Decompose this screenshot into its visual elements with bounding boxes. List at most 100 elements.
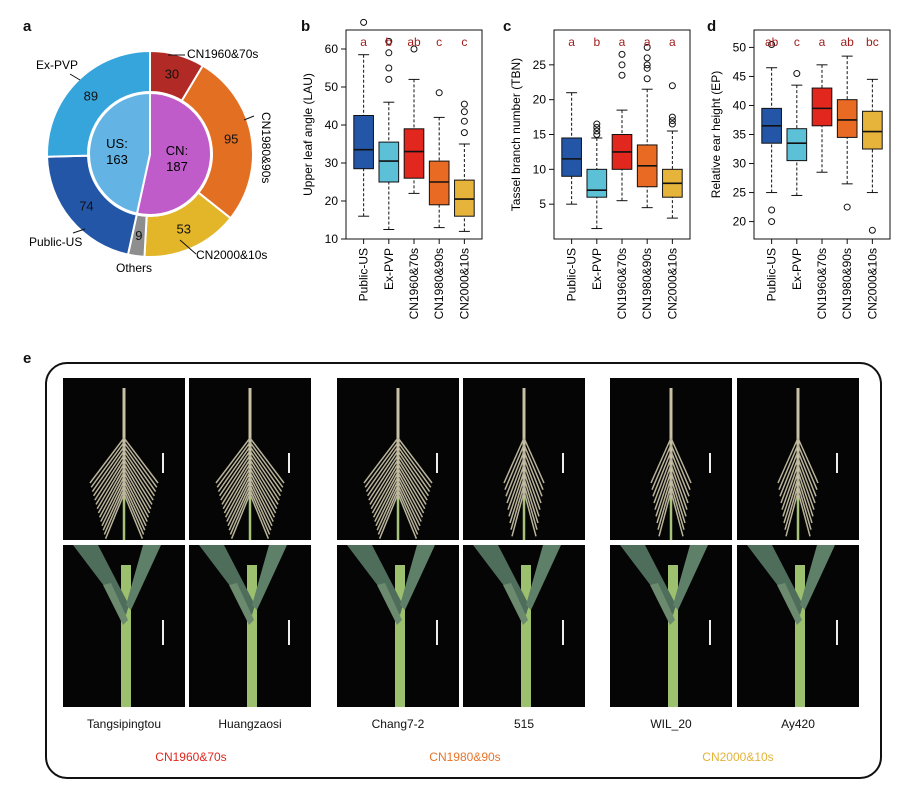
outlier-point <box>643 61 651 69</box>
slice-label: CN1960&70s <box>187 47 258 61</box>
outlier-point <box>593 127 601 135</box>
y-tick-label: 20 <box>325 194 339 208</box>
leader-line <box>243 115 255 121</box>
slice-label: CN1980&90s <box>259 112 273 183</box>
x-tick-label: CN2000&10s <box>665 248 679 319</box>
tassel-photo <box>337 378 459 540</box>
significance-letter: ab <box>765 35 779 49</box>
slice-label: CN2000&10s <box>196 248 267 262</box>
outlier-point <box>360 18 368 26</box>
box <box>811 87 833 127</box>
outlier-point <box>618 50 626 58</box>
outlier-point <box>768 206 776 214</box>
outlier-point <box>643 64 651 72</box>
charts-canvas: 30 95 53 9 74 89 CN:187 US:163 CN1960&70s CN1980&… <box>29 18 891 319</box>
y-axis-label: Upper leaf angle (LAU) <box>301 73 315 196</box>
outlier-point <box>668 113 676 121</box>
slice-value: 89 <box>84 88 98 103</box>
outlier-point <box>410 45 418 53</box>
x-tick-label: Public-US <box>357 248 371 301</box>
significance-letter: a <box>819 35 826 49</box>
y-axis-label: Relative ear height (EP) <box>709 71 723 198</box>
panel-letter-a: a <box>23 18 32 35</box>
y-tick-label: 5 <box>539 197 546 211</box>
outlier-point <box>643 54 651 62</box>
slice-label: Ex-PVP <box>36 58 78 72</box>
x-tick-label: CN2000&10s <box>865 248 879 319</box>
box <box>428 160 450 206</box>
tassel-photo <box>189 378 311 540</box>
outlier-point <box>593 124 601 132</box>
outlier-point <box>385 49 393 57</box>
significance-letter: c <box>461 35 467 49</box>
significance-letter: a <box>568 35 575 49</box>
slice-value: 30 <box>165 66 179 81</box>
tassel-photo <box>463 378 585 540</box>
outlier-point <box>593 120 601 128</box>
x-tick-label: Public-US <box>765 248 779 301</box>
panel-letter-b: b <box>301 18 311 35</box>
outlier-point <box>643 75 651 83</box>
group-label: CN1960&70s <box>155 750 227 764</box>
panel-letter-e: e <box>23 350 32 367</box>
significance-letter: ab <box>841 35 855 49</box>
y-tick-label: 35 <box>733 128 747 142</box>
significance-letter: a <box>669 35 676 49</box>
outlier-point <box>593 131 601 138</box>
y-tick-label: 10 <box>325 232 339 246</box>
tassel-photo <box>737 378 859 540</box>
photo-caption: Tangsipingtou <box>86 717 162 731</box>
y-tick-label: 20 <box>733 215 747 229</box>
slice-value: 9 <box>135 228 142 243</box>
y-tick-label: 60 <box>325 42 339 56</box>
outlier-point <box>435 89 443 97</box>
y-tick-label: 40 <box>325 118 339 132</box>
photo-caption: 515 <box>513 717 535 731</box>
y-tick-label: 30 <box>733 157 747 171</box>
inner-slice-us <box>88 91 151 215</box>
x-tick-label: Ex-PVP <box>590 248 604 290</box>
significance-letter: b <box>385 35 392 49</box>
y-tick-label: 45 <box>733 69 747 83</box>
donut-chart: 30 95 53 9 74 89 CN:187 US:163 CN1960&70s CN1980&… <box>29 47 273 275</box>
outlier-point <box>385 37 393 45</box>
outlier-point <box>868 226 876 234</box>
outlier-point <box>618 61 626 69</box>
tassel-photo <box>63 378 185 540</box>
box <box>836 99 858 138</box>
outlier-point <box>843 203 851 211</box>
box <box>561 137 582 177</box>
group-label: CN1980&90s <box>429 750 501 764</box>
outlier-point <box>385 75 393 83</box>
x-tick-label: CN1980&90s <box>840 248 854 319</box>
stem-photo <box>63 545 185 707</box>
box <box>353 115 374 170</box>
photo-panel-frame <box>45 362 882 779</box>
box <box>786 128 808 162</box>
significance-letter: b <box>593 35 600 49</box>
slice-value: 74 <box>79 199 93 214</box>
x-tick-label: CN1960&70s <box>615 248 629 319</box>
slice-label: Public-US <box>29 235 82 249</box>
outlier-point <box>668 120 676 128</box>
y-tick-label: 40 <box>733 98 747 112</box>
x-tick-label: CN1980&90s <box>640 248 654 319</box>
group-label: CN2000&10s <box>702 750 774 764</box>
leader-line <box>69 73 81 81</box>
x-tick-label: CN2000&10s <box>457 248 471 319</box>
outlier-point <box>643 43 651 51</box>
y-tick-label: 50 <box>325 80 339 94</box>
leader-line <box>179 239 197 255</box>
significance-letter: bc <box>866 35 879 49</box>
box <box>586 168 608 198</box>
outlier-point <box>668 82 676 90</box>
outlier-point <box>618 71 626 79</box>
leader-line <box>72 228 86 234</box>
y-tick-label: 25 <box>533 58 547 72</box>
stem-photo <box>737 545 859 707</box>
boxplot-b: 10 20 30 40 50 60 Upper leaf angle (LAU) a Publi… <box>301 18 483 319</box>
significance-letter: ab <box>407 35 421 49</box>
significance-letter: c <box>794 35 800 49</box>
tassel-photo <box>610 378 732 540</box>
